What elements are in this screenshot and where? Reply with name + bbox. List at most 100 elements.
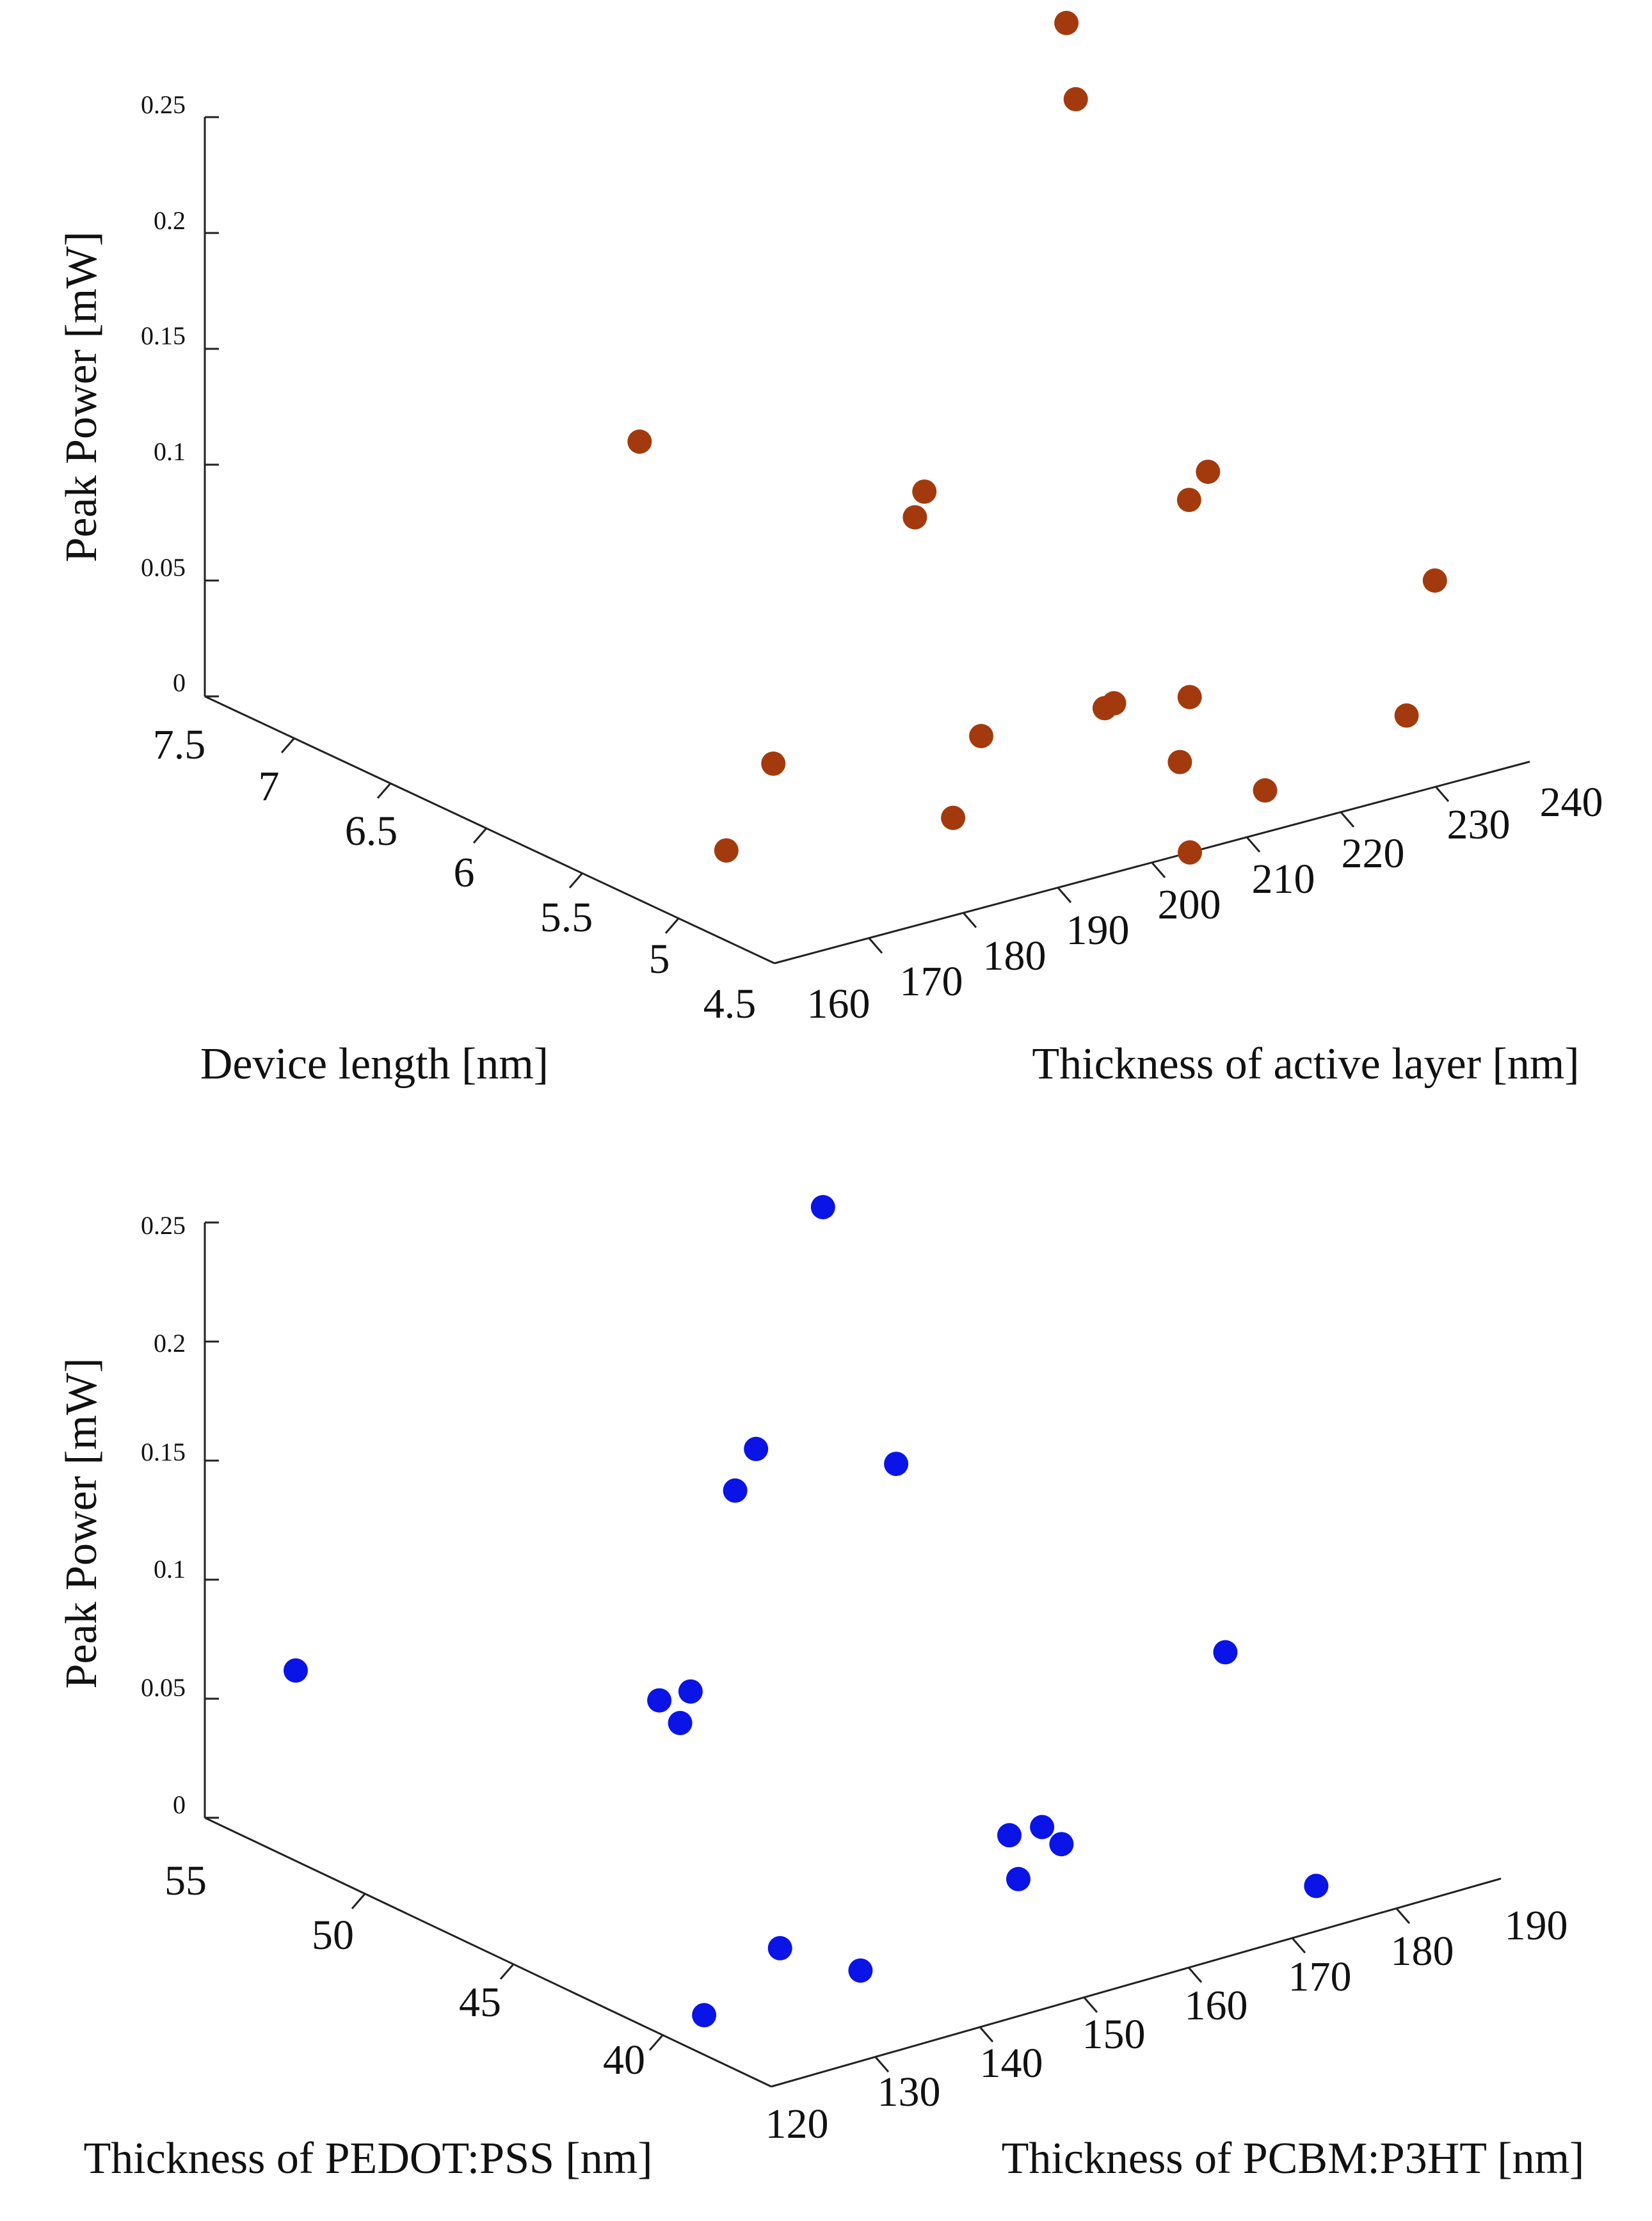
top-z-ticks: 0 0.05 0.1 0.15 0.2 0.25 — [141, 90, 219, 698]
top-x-tick-label: 4.5 — [703, 981, 757, 1027]
data-point — [810, 1195, 835, 1219]
top-x-tick-mark — [376, 783, 392, 799]
top-x-tick-mark — [280, 737, 296, 753]
bottom-y-tick-mark — [1187, 1967, 1203, 1983]
data-point — [969, 724, 993, 748]
data-point — [1394, 703, 1419, 728]
bottom-z-tick-label: 0.25 — [141, 1211, 186, 1240]
data-point — [848, 1958, 873, 1983]
bottom-y-tick-label: 180 — [1391, 1928, 1454, 1975]
bottom-y-tick-mark — [1291, 1937, 1306, 1953]
bottom-z-axis-title: Peak Power [mW] — [57, 1358, 106, 1688]
bottom-points — [284, 1195, 1329, 2028]
top-y-axis-line — [774, 760, 1530, 965]
top-y-tick-mark — [868, 938, 883, 954]
bottom-y-tick-label: 150 — [1082, 2011, 1146, 2058]
top-z-tick-label: 0.2 — [154, 206, 186, 235]
data-point — [912, 479, 937, 504]
top-x-tick-label: 5 — [649, 936, 670, 982]
bottom-z-tick-label: 0.1 — [154, 1555, 186, 1584]
top-x-tick-label: 6.5 — [345, 808, 398, 854]
bottom-y-axis-line — [771, 1877, 1502, 2088]
top-x-tick-label: 7.5 — [153, 721, 206, 768]
top-z-tick-label: 0.15 — [141, 321, 186, 350]
data-point — [668, 1711, 693, 1735]
top-y-tick-mark — [1340, 812, 1355, 828]
top-z-tick-label: 0 — [173, 668, 186, 697]
data-point — [1304, 1873, 1329, 1898]
top-z-tick-label: 0.1 — [154, 437, 186, 466]
bottom-x-tick-mark — [499, 1964, 515, 1980]
bottom-y-ticks: 120 130 140 150 160 170 180 190 — [766, 1902, 1568, 2147]
top-y-tick-label: 220 — [1342, 830, 1405, 877]
bottom-x-ticks: 55 50 45 40 — [164, 1857, 664, 2083]
data-point — [1054, 10, 1079, 35]
bottom-x-tick-label: 55 — [164, 1857, 207, 1904]
top-y-tick-label: 160 — [807, 981, 870, 1027]
data-point — [1049, 1832, 1074, 1857]
bottom-y-tick-label: 190 — [1505, 1902, 1568, 1949]
top-y-tick-label: 190 — [1066, 907, 1130, 954]
data-point — [723, 1478, 748, 1503]
top-x-tick-label: 6 — [454, 849, 475, 896]
bottom-y-axis-title: Thickness of PCBM:P3HT [nm] — [1002, 2134, 1585, 2183]
bottom-x-axis-title: Thickness of PEDOT:PSS [nm] — [83, 2134, 652, 2183]
bottom-z-tick-label: 0 — [173, 1790, 186, 1819]
bottom-y-tick-label: 140 — [980, 2040, 1043, 2087]
bottom-z-tick-label: 0.15 — [141, 1438, 186, 1466]
top-x-tick-mark — [664, 918, 680, 934]
data-point — [941, 805, 966, 830]
top-y-ticks: 160 170 180 190 200 210 220 230 240 — [807, 779, 1603, 1027]
data-point — [692, 2003, 717, 2028]
bottom-x-tick-label: 40 — [603, 2037, 645, 2083]
bottom-y-tick-label: 120 — [766, 2101, 829, 2147]
data-point — [1063, 87, 1088, 111]
data-point — [714, 838, 739, 863]
bottom-y-tick-label: 170 — [1288, 1953, 1352, 2000]
data-point — [678, 1679, 703, 1704]
bottom-y-tick-mark — [979, 2026, 994, 2042]
bottom-x-tick-label: 50 — [312, 1912, 354, 1959]
data-point — [647, 1688, 672, 1713]
top-x-tick-mark — [568, 872, 584, 888]
top-y-tick-mark — [1434, 786, 1450, 802]
data-point — [767, 1936, 792, 1960]
top-y-tick-label: 210 — [1252, 856, 1315, 902]
top-y-tick-label: 180 — [983, 933, 1047, 979]
data-point — [284, 1658, 308, 1683]
top-y-tick-mark — [962, 912, 977, 928]
data-point — [997, 1823, 1022, 1848]
bottom-z-tick-label: 0.05 — [141, 1673, 186, 1702]
plot-bottom: 0 0.05 0.1 0.15 0.2 0.25 Peak Power [mW]… — [57, 1195, 1584, 2183]
data-point — [1176, 488, 1201, 513]
top-x-tick-label: 5.5 — [540, 894, 593, 941]
top-y-tick-mark — [1246, 837, 1261, 853]
bottom-x-axis-line — [204, 1816, 772, 2088]
data-point — [627, 429, 652, 454]
data-point — [1177, 685, 1202, 710]
data-point — [1422, 568, 1447, 593]
data-point — [884, 1452, 909, 1477]
bottom-y-tick-label: 130 — [878, 2069, 941, 2115]
bottom-z-tick-label: 0.2 — [154, 1329, 186, 1358]
top-x-ticks: 7.5 7 6.5 6 5.5 5 4.5 — [153, 721, 757, 1027]
data-point — [1178, 840, 1202, 865]
bottom-y-tick-mark — [1083, 1997, 1098, 2013]
top-x-tick-mark — [472, 828, 488, 844]
top-x-tick-label: 7 — [259, 763, 280, 810]
data-point — [1253, 778, 1278, 803]
data-point — [1102, 691, 1127, 716]
bottom-x-tick-mark — [648, 2035, 664, 2051]
data-point — [1030, 1815, 1055, 1840]
top-z-tick-label: 0.05 — [141, 553, 186, 582]
top-z-axis-title: Peak Power [mW] — [57, 231, 106, 562]
bottom-x-tick-mark — [351, 1893, 366, 1909]
bottom-y-tick-mark — [1395, 1908, 1411, 1924]
bottom-y-tick-mark — [874, 2057, 890, 2073]
data-point — [761, 751, 786, 776]
data-point — [1006, 1866, 1030, 1891]
top-y-tick-mark — [1057, 887, 1072, 903]
data-point — [1213, 1640, 1238, 1665]
top-y-tick-label: 230 — [1447, 801, 1511, 848]
